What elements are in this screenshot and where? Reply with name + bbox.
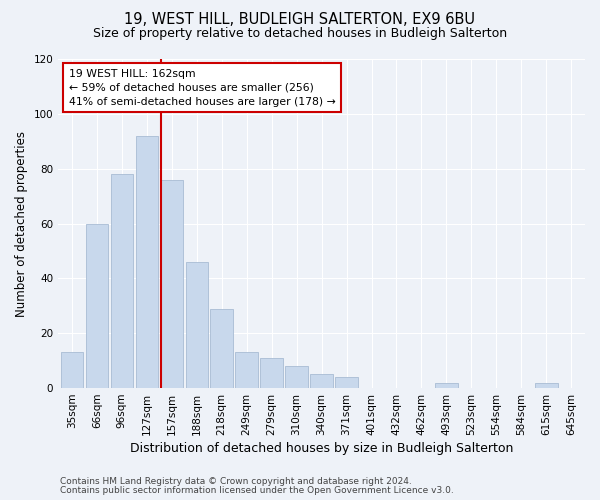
Bar — [110, 174, 133, 388]
Text: Contains public sector information licensed under the Open Government Licence v3: Contains public sector information licen… — [60, 486, 454, 495]
Bar — [136, 136, 158, 388]
Text: 19 WEST HILL: 162sqm
← 59% of detached houses are smaller (256)
41% of semi-deta: 19 WEST HILL: 162sqm ← 59% of detached h… — [69, 69, 335, 107]
Bar — [61, 352, 83, 388]
Text: 19, WEST HILL, BUDLEIGH SALTERTON, EX9 6BU: 19, WEST HILL, BUDLEIGH SALTERTON, EX9 6… — [125, 12, 476, 28]
Bar — [335, 377, 358, 388]
Bar — [185, 262, 208, 388]
Bar — [286, 366, 308, 388]
Bar — [310, 374, 333, 388]
Bar — [435, 382, 458, 388]
Bar — [211, 308, 233, 388]
Bar — [260, 358, 283, 388]
Bar — [235, 352, 258, 388]
Bar — [535, 382, 557, 388]
Bar — [86, 224, 108, 388]
Text: Contains HM Land Registry data © Crown copyright and database right 2024.: Contains HM Land Registry data © Crown c… — [60, 477, 412, 486]
Bar — [161, 180, 183, 388]
X-axis label: Distribution of detached houses by size in Budleigh Salterton: Distribution of detached houses by size … — [130, 442, 513, 455]
Y-axis label: Number of detached properties: Number of detached properties — [15, 130, 28, 316]
Text: Size of property relative to detached houses in Budleigh Salterton: Size of property relative to detached ho… — [93, 28, 507, 40]
